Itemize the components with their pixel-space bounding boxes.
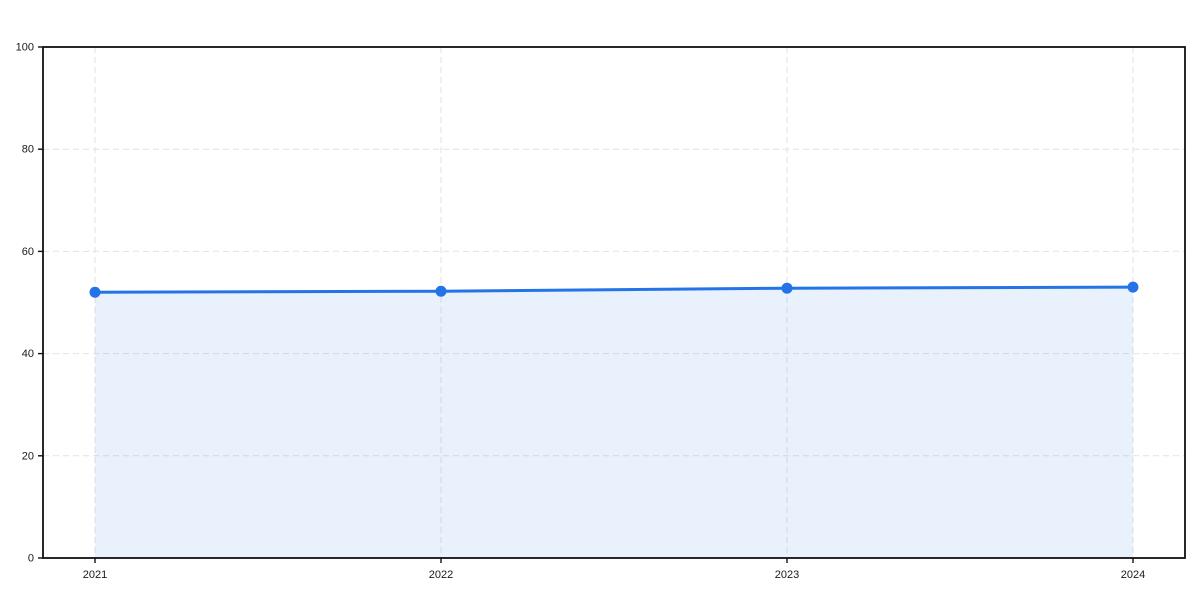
trend-line [93,285,1135,294]
y-tick-label-0: 0 [28,553,34,565]
y-tick-label-80: 80 [22,144,34,156]
y-tick-label-60: 60 [22,246,34,258]
axis-frame [42,46,1186,559]
x-tick-label-2022: 2022 [429,569,453,581]
data-point-2024[interactable] [1127,281,1139,293]
x-tick-label-2024: 2024 [1121,569,1145,581]
y-tick-label-100: 100 [16,42,34,54]
y-tick-label-20: 20 [22,450,34,462]
data-point-2023[interactable] [781,282,793,294]
x-tick-label-2023: 2023 [775,569,799,581]
data-point-2022[interactable] [435,285,447,297]
area-fill [95,287,1133,558]
data-point-2021[interactable] [89,286,101,298]
y-tick-label-40: 40 [22,348,34,360]
x-tick-label-2021: 2021 [83,569,107,581]
